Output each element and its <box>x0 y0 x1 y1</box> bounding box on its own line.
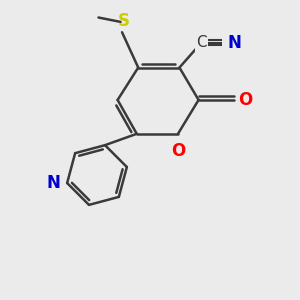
Text: O: O <box>171 142 185 160</box>
Text: S: S <box>118 12 130 30</box>
Text: O: O <box>238 91 252 109</box>
Text: N: N <box>227 34 241 52</box>
Text: C: C <box>196 35 207 50</box>
Text: N: N <box>47 174 61 192</box>
